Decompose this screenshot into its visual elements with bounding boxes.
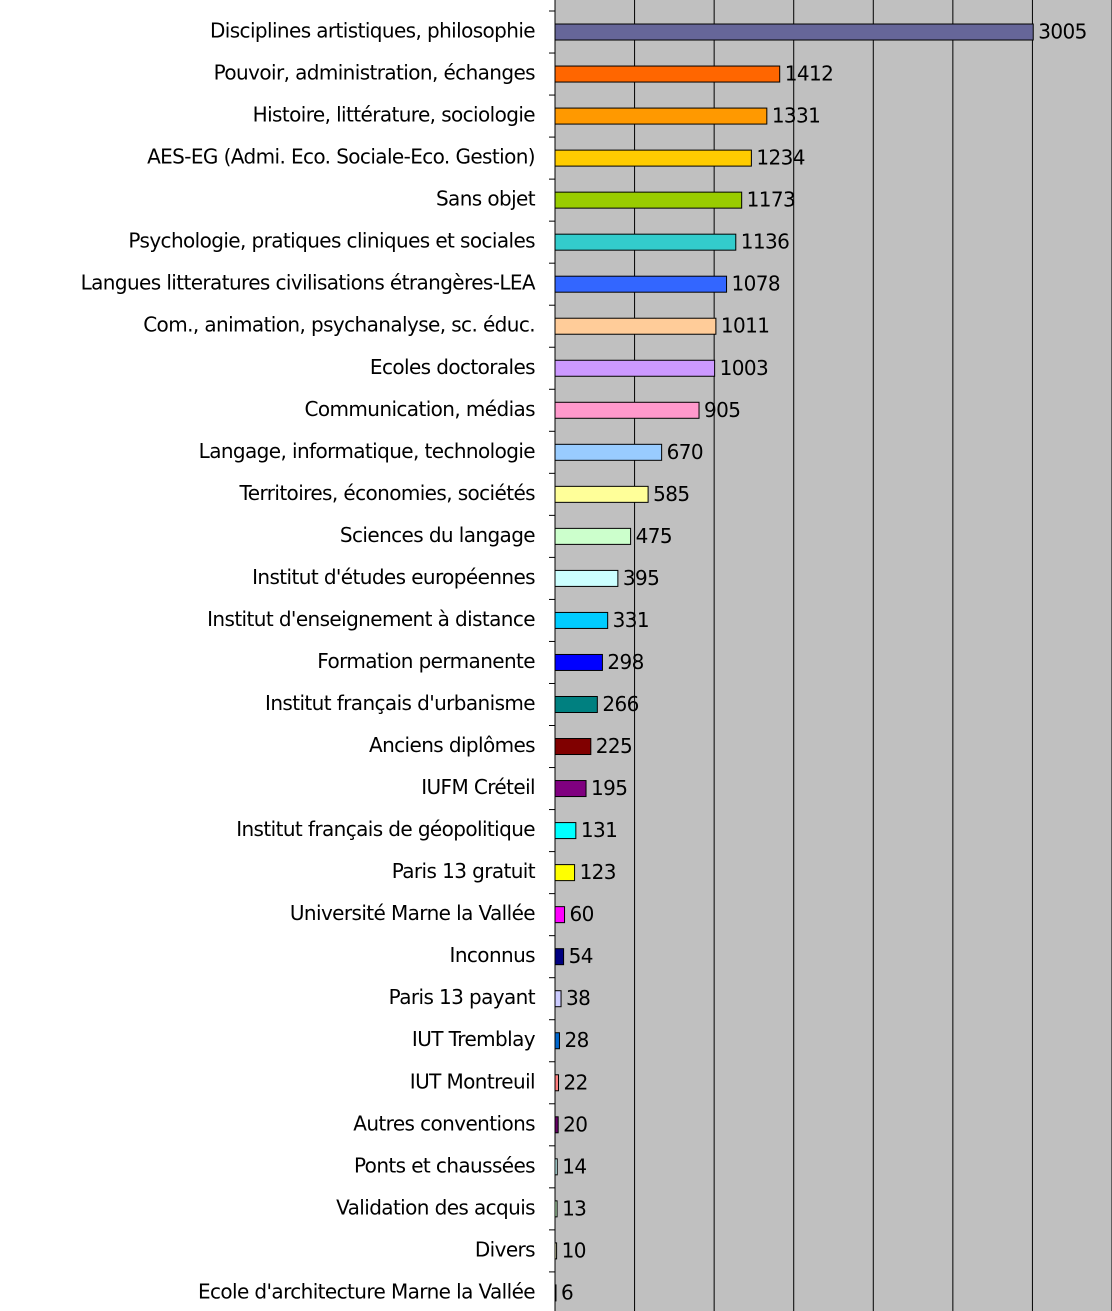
value-label: 54	[569, 944, 593, 968]
y-tick-label: Histoire, littérature, sociologie	[253, 103, 536, 127]
value-label: 14	[562, 1154, 586, 1178]
bar	[554, 948, 565, 966]
bar	[554, 864, 576, 882]
bar	[554, 107, 768, 125]
y-tick-label: IUT Tremblay	[412, 1027, 536, 1051]
y-tick-label: Université Marne la Vallée	[290, 901, 535, 925]
y-tick-label: AES-EG (Admi. Eco. Sociale-Eco. Gestion)	[147, 145, 535, 169]
bar	[554, 191, 743, 209]
y-tick-label: Territoires, économies, sociétés	[239, 481, 536, 505]
y-tick-label: Sans objet	[436, 187, 536, 211]
value-label: 670	[667, 440, 703, 464]
bar	[554, 569, 619, 587]
bar	[554, 317, 717, 335]
y-tick-label: Langues litteratures civilisations étran…	[81, 271, 536, 295]
y-tick-label: Paris 13 gratuit	[392, 859, 536, 883]
value-label: 3005	[1038, 20, 1087, 44]
value-label: 1136	[741, 230, 790, 254]
y-tick-label: Institut d'enseignement à distance	[207, 607, 535, 631]
y-tick-label: Anciens diplômes	[369, 733, 535, 757]
value-label: 1078	[732, 272, 781, 296]
value-label: 225	[596, 734, 632, 758]
bar	[554, 822, 577, 840]
value-label: 38	[566, 986, 590, 1010]
plot-background	[555, 0, 1112, 1311]
bar	[554, 1116, 559, 1134]
bar	[554, 401, 700, 419]
value-label: 13	[562, 1196, 586, 1220]
bar	[554, 275, 728, 293]
value-label: 28	[564, 1028, 588, 1052]
value-label: 585	[653, 482, 689, 506]
y-tick-label: Formation permanente	[317, 649, 535, 673]
value-label: 60	[570, 902, 594, 926]
value-label: 1234	[756, 146, 805, 170]
y-tick-label: Com., animation, psychanalyse, sc. éduc.	[143, 313, 535, 337]
y-tick-label: IUFM Créteil	[421, 775, 535, 799]
value-label: 123	[580, 860, 616, 884]
bar	[554, 485, 649, 503]
value-label: 195	[591, 776, 627, 800]
bar	[554, 653, 603, 671]
y-tick-label: Disciplines artistiques, philosophie	[210, 19, 535, 43]
y-tick-label: Paris 13 payant	[389, 985, 536, 1009]
y-tick-label: Institut d'études européennes	[252, 565, 535, 589]
bar	[554, 1200, 558, 1218]
bar	[554, 527, 632, 545]
y-tick-label: Divers	[475, 1237, 535, 1261]
bar	[554, 149, 752, 167]
y-tick-label: Ecoles doctorales	[370, 355, 535, 379]
bar	[554, 65, 781, 83]
bar	[554, 1158, 558, 1176]
value-label: 475	[636, 524, 672, 548]
bar	[554, 738, 592, 756]
y-tick-label: Institut français de géopolitique	[236, 817, 535, 841]
value-label: 131	[581, 818, 617, 842]
bar	[554, 906, 566, 924]
bar	[554, 695, 598, 713]
bar	[554, 233, 737, 251]
bar	[554, 23, 1034, 41]
y-tick-label: Inconnus	[450, 943, 536, 967]
value-label: 1011	[721, 314, 770, 338]
value-label: 395	[623, 566, 659, 590]
bar	[554, 1242, 558, 1260]
bar	[554, 990, 562, 1008]
y-tick-label: Pouvoir, administration, échanges	[214, 61, 536, 85]
value-label: 298	[607, 650, 643, 674]
y-tick-label: Sciences du langage	[340, 523, 535, 547]
value-label: 1331	[772, 104, 821, 128]
y-tick-label: Langage, informatique, technologie	[199, 439, 536, 463]
bar	[554, 443, 663, 461]
value-label: 1003	[720, 356, 769, 380]
bar	[554, 1032, 560, 1050]
value-label: 905	[704, 398, 740, 422]
value-label: 20	[563, 1112, 587, 1136]
value-label: 10	[562, 1238, 586, 1262]
value-label: 1173	[747, 188, 796, 212]
y-tick-label: Institut français d'urbanisme	[265, 691, 535, 715]
bar	[554, 1074, 560, 1092]
bar	[554, 611, 609, 629]
value-label: 6	[561, 1280, 573, 1304]
y-tick-label: Validation des acquis	[336, 1195, 535, 1219]
value-label: 331	[613, 608, 649, 632]
bar	[554, 1284, 557, 1302]
y-tick-label: Autres conventions	[353, 1111, 535, 1135]
y-tick-label: Psychologie, pratiques cliniques et soci…	[128, 229, 535, 253]
value-label: 266	[602, 692, 638, 716]
bar	[554, 780, 587, 798]
bar	[554, 359, 716, 377]
y-tick-label: Communication, médias	[305, 397, 536, 421]
y-tick-label: Ecole d'architecture Marne la Vallée	[198, 1279, 535, 1303]
y-tick-label: Ponts et chaussées	[354, 1153, 535, 1177]
value-label: 22	[564, 1070, 588, 1094]
y-tick-label: IUT Montreuil	[410, 1069, 535, 1093]
value-label: 1412	[785, 62, 834, 86]
